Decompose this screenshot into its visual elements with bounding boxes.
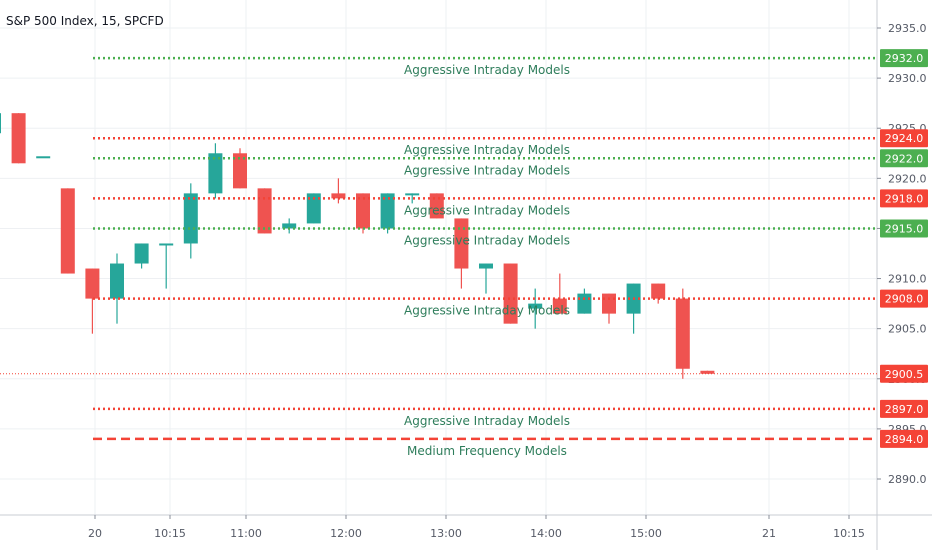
- level-price-label: 2922.0: [885, 152, 924, 165]
- candle-body[interactable]: [233, 153, 247, 189]
- candle-body[interactable]: [380, 193, 395, 229]
- candle-body[interactable]: [700, 370, 715, 374]
- level-price-badge: [880, 399, 928, 418]
- level-price-badge: [880, 219, 928, 238]
- level-annotation: Aggressive Intraday Models: [404, 233, 570, 247]
- level-price-badge: [880, 364, 928, 383]
- level-price-label: 2908.0: [885, 293, 924, 306]
- candle-body[interactable]: [651, 283, 666, 299]
- level-price-label: 2932.0: [885, 52, 924, 65]
- y-tick-label: 2935.0: [888, 22, 927, 35]
- level-price-label: 2900.5: [885, 368, 924, 381]
- x-tick-label: 10:15: [154, 527, 186, 540]
- candle-body[interactable]: [331, 193, 346, 199]
- level-price-label: 2897.0: [885, 403, 924, 416]
- x-tick-label: 12:00: [330, 527, 362, 540]
- x-tick-label: 21: [762, 527, 776, 540]
- level-annotation: Aggressive Intraday Models: [404, 203, 570, 217]
- level-price-label: 2915.0: [885, 222, 924, 235]
- y-tick-label: 2920.0: [888, 172, 927, 185]
- candle-body[interactable]: [503, 263, 518, 324]
- candle-body[interactable]: [60, 188, 75, 274]
- level-price-badge: [880, 429, 928, 448]
- y-tick-label: 2910.0: [888, 273, 927, 286]
- candle-body[interactable]: [183, 193, 198, 244]
- x-tick-label: 13:00: [430, 527, 462, 540]
- candle-body[interactable]: [675, 298, 690, 369]
- candle-body[interactable]: [356, 193, 370, 229]
- candle-body[interactable]: [602, 293, 616, 314]
- candle-body[interactable]: [306, 193, 321, 224]
- y-tick-label: 2890.0: [888, 473, 927, 486]
- level-annotation: Aggressive Intraday Models: [404, 63, 570, 77]
- level-price-badge: [880, 49, 928, 68]
- candle-body[interactable]: [159, 243, 174, 246]
- level-annotation: Aggressive Intraday Models: [404, 163, 570, 177]
- candle-body[interactable]: [208, 153, 223, 194]
- candle-body[interactable]: [85, 268, 100, 299]
- y-tick-label: 2905.0: [888, 323, 927, 336]
- level-price-badge: [880, 129, 928, 148]
- candle-body[interactable]: [429, 193, 444, 219]
- level-price-badge: [880, 289, 928, 308]
- chart-title: S&P 500 Index, 15, SPCFD: [6, 14, 164, 28]
- level-price-label: 2924.0: [885, 132, 924, 145]
- level-annotation: Aggressive Intraday Models: [404, 143, 570, 157]
- candle-body[interactable]: [134, 243, 149, 264]
- candle-body[interactable]: [479, 263, 493, 269]
- level-price-label: 2918.0: [885, 192, 924, 205]
- y-tick-label: 2930.0: [888, 72, 927, 85]
- x-tick-label: 11:00: [230, 527, 262, 540]
- candle-body[interactable]: [454, 218, 469, 269]
- candle-body[interactable]: [257, 188, 272, 234]
- level-annotation: Aggressive Intraday Models: [404, 304, 570, 318]
- candle-body[interactable]: [0, 113, 1, 134]
- candle-body[interactable]: [577, 293, 592, 314]
- candle-body[interactable]: [36, 156, 51, 159]
- x-tick-label: 20: [88, 527, 102, 540]
- x-tick-label: 14:00: [530, 527, 562, 540]
- candle-body[interactable]: [282, 223, 297, 229]
- candle-body[interactable]: [528, 303, 543, 309]
- level-price-label: 2894.0: [885, 433, 924, 446]
- x-tick-label: 15:00: [630, 527, 662, 540]
- candle-body[interactable]: [11, 113, 26, 164]
- level-price-badge: [880, 189, 928, 208]
- candle-body[interactable]: [110, 263, 124, 299]
- candle-body[interactable]: [405, 193, 420, 196]
- candle-body[interactable]: [552, 298, 567, 314]
- x-tick-label: 10:15: [833, 527, 865, 540]
- level-price-badge: [880, 149, 928, 168]
- level-annotation: Aggressive Intraday Models: [404, 414, 570, 428]
- level-annotation: Medium Frequency Models: [407, 444, 567, 458]
